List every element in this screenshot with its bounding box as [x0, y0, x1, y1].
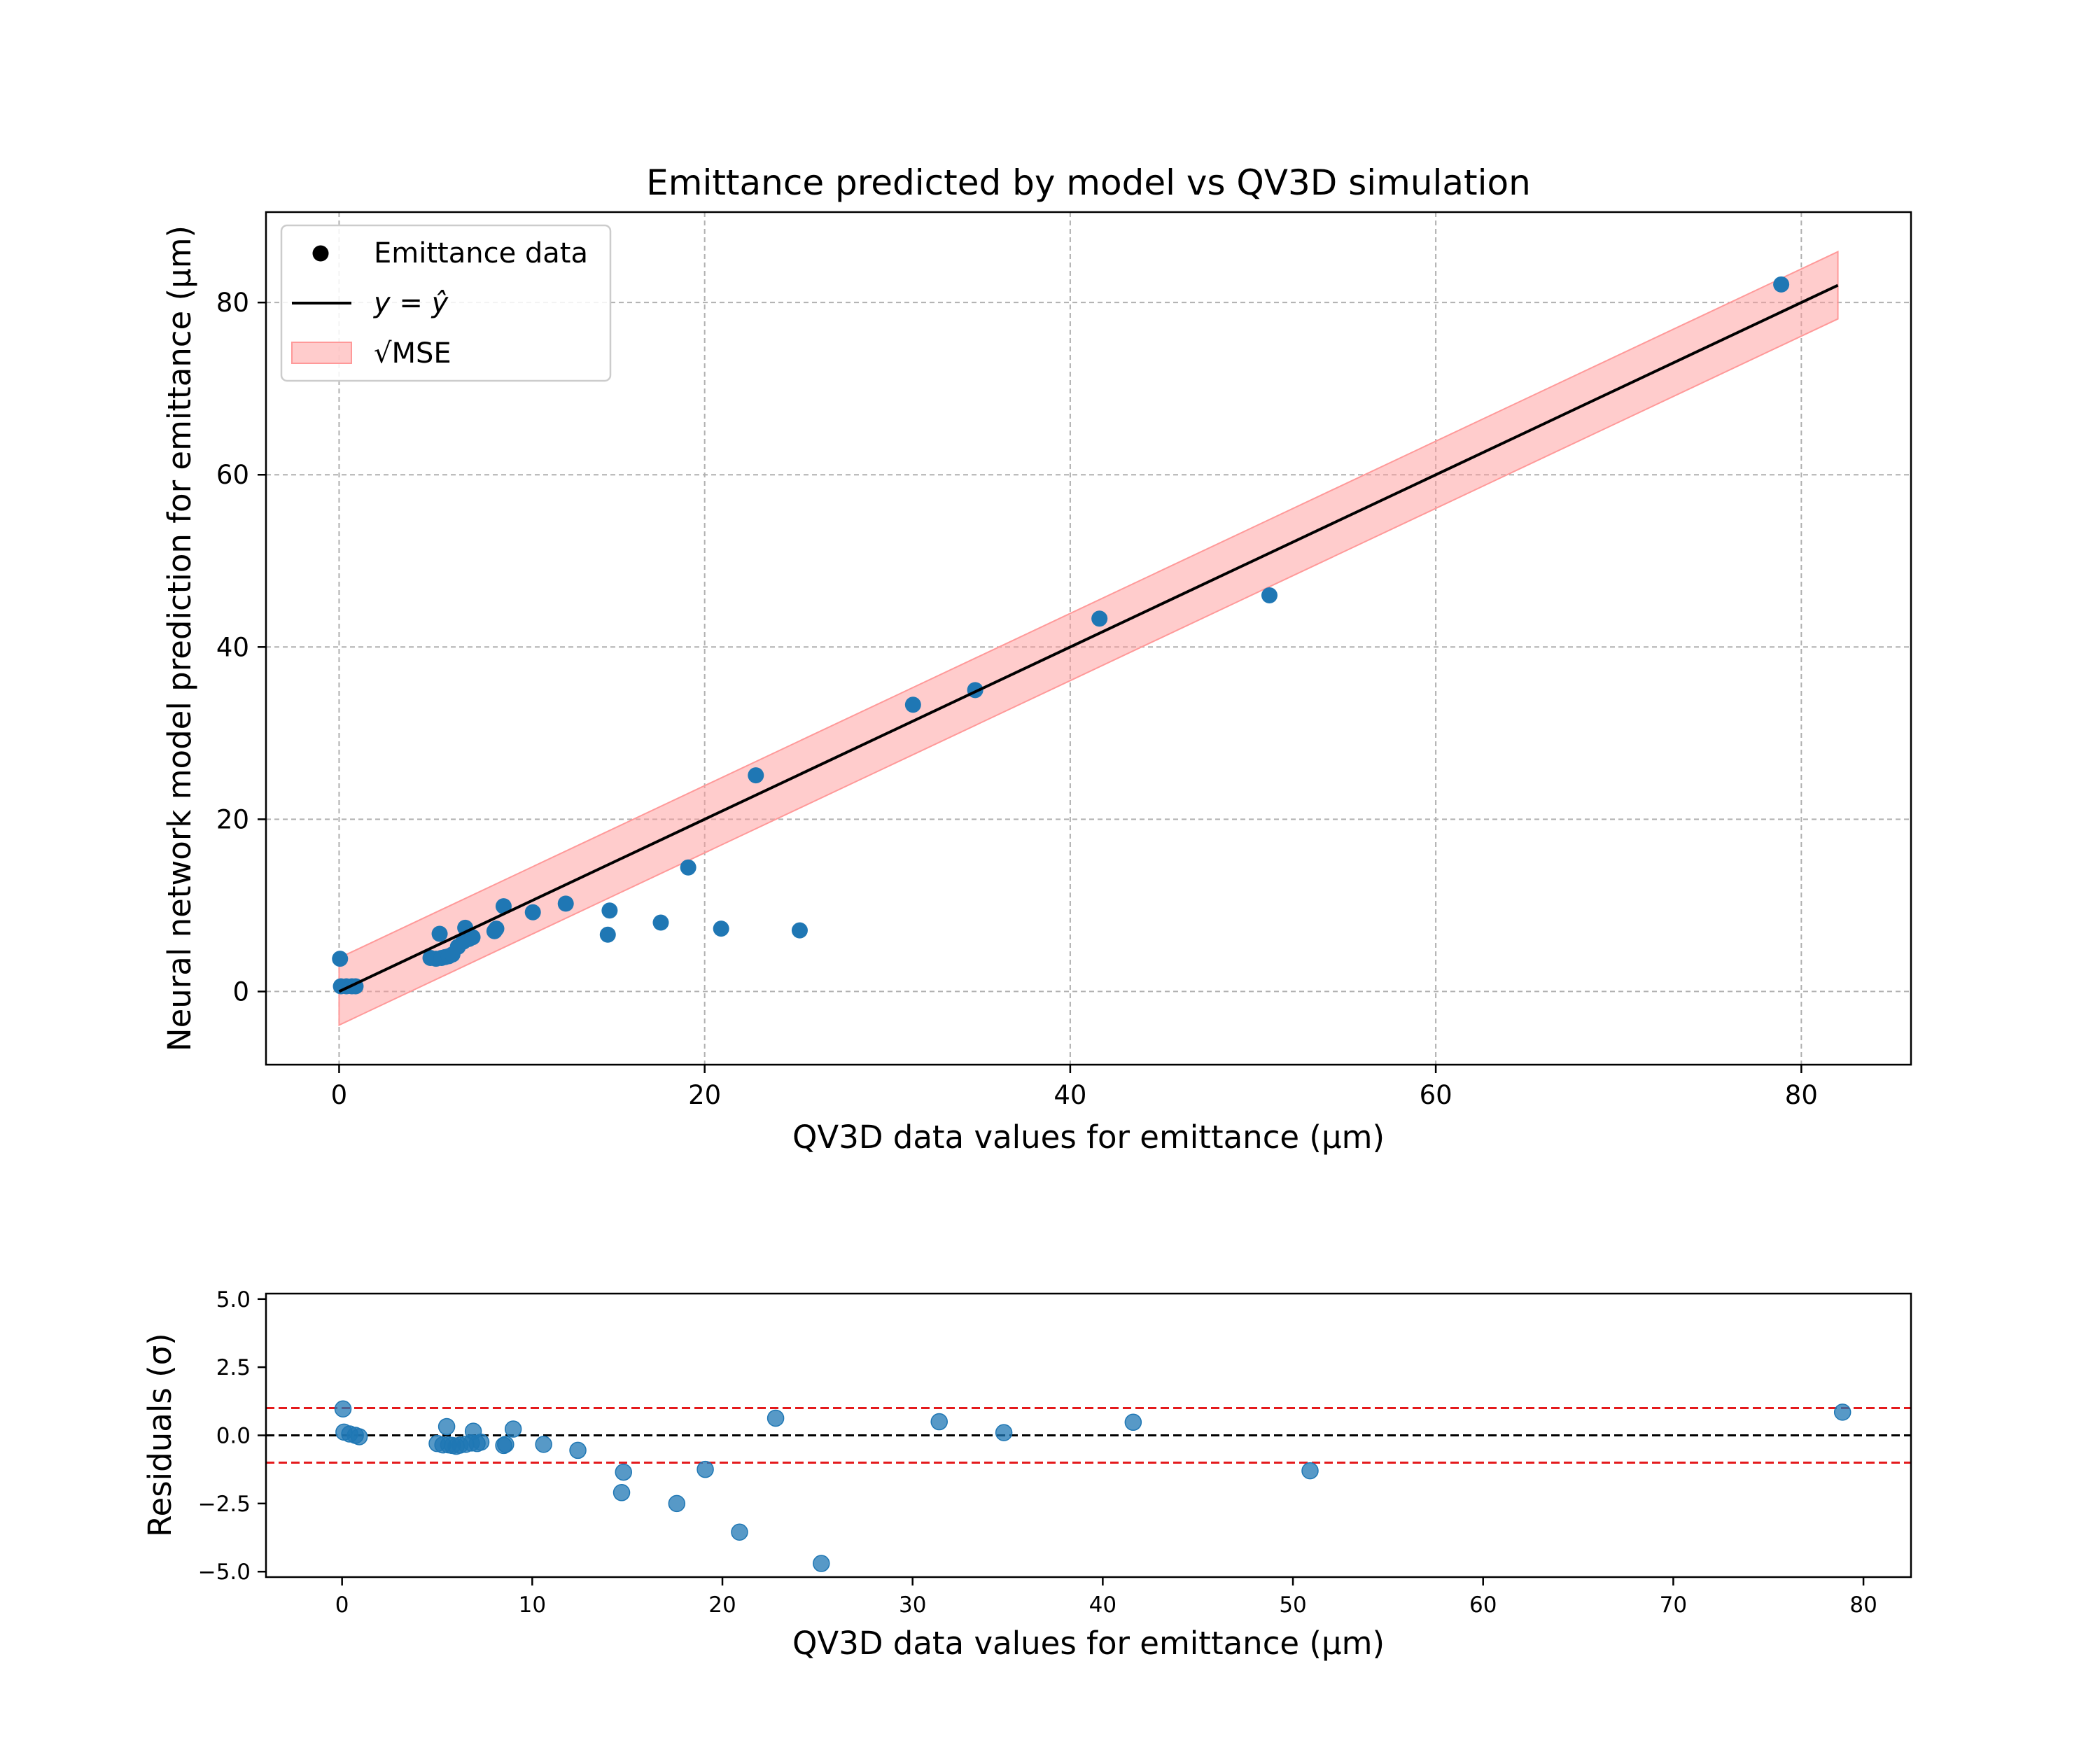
- residual-point: [334, 1400, 352, 1418]
- top-gridlines: [266, 212, 1911, 1065]
- top-x-tick-label: 40: [1054, 1080, 1086, 1110]
- legend-marker-points: [312, 245, 329, 262]
- legend-label-line: y = ŷ: [373, 287, 449, 319]
- legend-label-data: Emittance data: [374, 237, 588, 270]
- top-ticks: 0 20 40 60 80 0 20 40 60 80: [216, 288, 1818, 1110]
- identity-line-path: [338, 284, 1839, 993]
- residual-point: [569, 1441, 587, 1460]
- residual-point: [668, 1494, 686, 1513]
- data-point: [524, 904, 541, 920]
- data-point: [1261, 587, 1278, 603]
- bottom-y-tick-label: 0.0: [216, 1424, 251, 1449]
- top-x-tick-label: 80: [1785, 1080, 1818, 1110]
- residual-point: [504, 1420, 522, 1438]
- bottom-x-tick-label: 30: [899, 1592, 926, 1618]
- residual-points: [334, 1400, 1851, 1572]
- residual-point: [766, 1409, 785, 1427]
- bottom-y-axis-label: Residuals (σ): [141, 1333, 178, 1536]
- top-y-tick-label: 60: [216, 460, 249, 490]
- data-point: [791, 922, 808, 939]
- bottom-y-tick-label: −2.5: [198, 1492, 251, 1517]
- residual-point: [438, 1418, 456, 1436]
- bottom-x-tick-label: 80: [1849, 1592, 1877, 1618]
- residual-point: [615, 1463, 633, 1481]
- residual-point: [535, 1436, 552, 1453]
- data-point: [680, 859, 696, 876]
- data-point: [495, 898, 512, 915]
- data-point: [904, 696, 921, 713]
- data-point: [488, 920, 505, 937]
- prediction-panel: Emittance predicted by model vs QV3D sim…: [161, 162, 1912, 1156]
- bottom-x-tick-label: 40: [1089, 1592, 1116, 1618]
- residual-reference-lines: [266, 1407, 1911, 1464]
- top-y-tick-label: 40: [216, 632, 249, 662]
- data-point: [1773, 276, 1790, 293]
- bottom-y-tick-label: 5.0: [216, 1287, 251, 1312]
- top-y-tick-label: 20: [216, 804, 249, 834]
- residual-point: [350, 1428, 368, 1446]
- data-point: [557, 895, 574, 912]
- legend-box: [280, 224, 612, 382]
- data-point: [431, 925, 448, 942]
- top-axes-frame: [265, 211, 1912, 1066]
- bottom-x-tick-label: 20: [708, 1592, 736, 1618]
- bottom-ticks: 0 10 20 30 40 50 60 70 80 5.0 2.5 0.0 −2.5 −5.0: [198, 1287, 1877, 1618]
- residual-point: [813, 1555, 830, 1572]
- top-x-tick-label: 60: [1420, 1080, 1452, 1110]
- legend-label-band: √MSE: [374, 337, 451, 370]
- residual-point: [930, 1413, 948, 1431]
- residual-point: [1833, 1404, 1851, 1421]
- data-point: [652, 914, 669, 931]
- residual-point: [1124, 1413, 1142, 1432]
- top-x-tick-label: 20: [688, 1080, 721, 1110]
- residuals-panel: 0 10 20 30 40 50 60 70 80 5.0 2.5 0.0 −2.5 −5.0 QV3D …: [141, 1287, 1912, 1662]
- bottom-x-tick-label: 60: [1469, 1592, 1497, 1618]
- data-point: [464, 929, 481, 946]
- top-y-tick-label: 80: [216, 288, 249, 318]
- residual-point: [731, 1523, 748, 1541]
- residual-point: [1301, 1462, 1319, 1480]
- legend: Emittance data y = ŷ √MSE: [280, 224, 612, 382]
- bottom-x-axis-label: QV3D data values for emittance (μm): [792, 1625, 1385, 1662]
- data-point: [748, 767, 764, 784]
- data-point: [332, 951, 349, 967]
- identity-line: [338, 284, 1839, 993]
- top-x-tick-label: 0: [331, 1080, 348, 1110]
- data-point: [601, 902, 618, 919]
- legend-marker-band: [291, 342, 352, 364]
- bottom-x-tick-label: 70: [1660, 1592, 1687, 1618]
- bottom-x-tick-label: 50: [1279, 1592, 1306, 1618]
- residual-point: [696, 1460, 714, 1478]
- bottom-x-tick-label: 0: [335, 1592, 349, 1618]
- top-y-axis-label: Neural network model prediction for emit…: [161, 225, 198, 1051]
- bottom-y-tick-label: 2.5: [216, 1355, 251, 1380]
- bottom-y-tick-label: −5.0: [198, 1560, 251, 1585]
- data-point: [1091, 610, 1108, 627]
- chart-title: Emittance predicted by model vs QV3D sim…: [646, 162, 1531, 203]
- top-x-axis-label: QV3D data values for emittance (μm): [792, 1119, 1385, 1156]
- residual-point: [497, 1436, 514, 1453]
- data-point: [599, 926, 616, 943]
- top-y-tick-label: 0: [232, 976, 249, 1007]
- residual-point: [472, 1433, 490, 1451]
- bottom-x-tick-label: 10: [519, 1592, 546, 1618]
- data-point: [713, 920, 729, 937]
- residual-point: [995, 1424, 1013, 1441]
- residual-point: [612, 1484, 631, 1502]
